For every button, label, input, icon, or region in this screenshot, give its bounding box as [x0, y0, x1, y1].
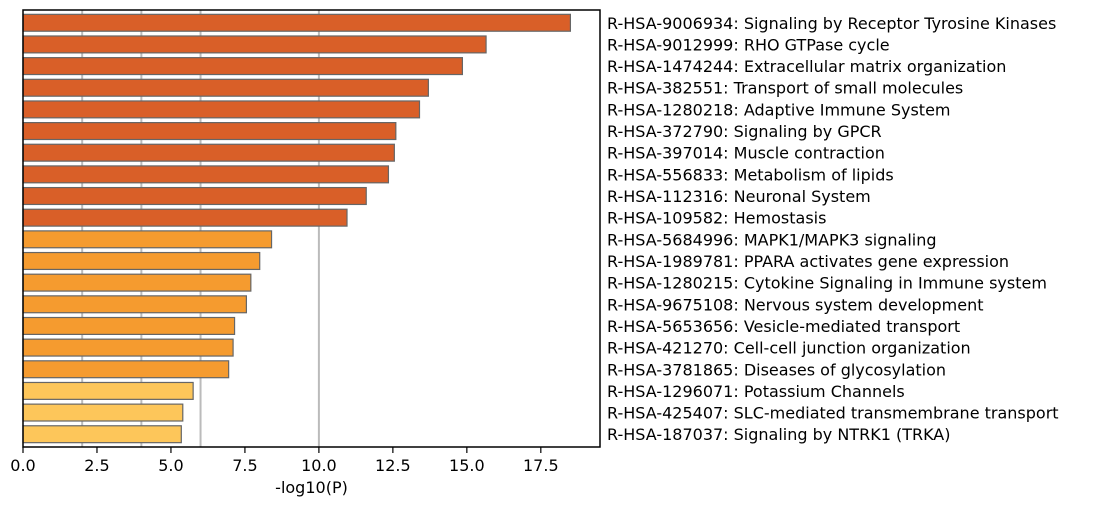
bar — [22, 57, 464, 76]
category-label: R-HSA-425407: SLC-mediated transmembrane… — [607, 404, 1059, 423]
category-labels: R-HSA-9006934: Signaling by Receptor Tyr… — [607, 14, 1059, 444]
bar — [22, 360, 230, 379]
x-tick-label: 12.5 — [375, 456, 411, 475]
category-label: R-HSA-9006934: Signaling by Receptor Tyr… — [607, 14, 1056, 33]
bars — [22, 13, 572, 444]
bar — [22, 100, 421, 119]
category-label: R-HSA-5684996: MAPK1/MAPK3 signaling — [607, 230, 937, 249]
bar — [22, 13, 572, 32]
category-label: R-HSA-556833: Metabolism of lipids — [607, 165, 894, 184]
category-label: R-HSA-1280215: Cytokine Signaling in Imm… — [607, 274, 1047, 293]
x-tick-label: 2.5 — [84, 456, 109, 475]
bar — [22, 122, 397, 141]
bar — [22, 403, 184, 422]
bar — [22, 230, 273, 249]
bar — [22, 143, 395, 162]
bar — [22, 208, 348, 227]
category-label: R-HSA-1280218: Adaptive Immune System — [607, 100, 951, 119]
category-label: R-HSA-5653656: Vesicle-mediated transpor… — [607, 317, 960, 336]
category-label: R-HSA-9675108: Nervous system developmen… — [607, 295, 984, 314]
plot-frame — [22, 9, 601, 448]
bar — [22, 78, 429, 97]
x-tick-label: 15.0 — [449, 456, 485, 475]
category-label: R-HSA-3781865: Diseases of glycosylation — [607, 360, 946, 379]
category-label: R-HSA-372790: Signaling by GPCR — [607, 122, 882, 141]
bar — [22, 273, 252, 292]
bar — [22, 381, 194, 400]
category-label: R-HSA-421270: Cell-cell junction organiz… — [607, 339, 971, 358]
bar — [22, 165, 390, 184]
category-label: R-HSA-112316: Neuronal System — [607, 187, 871, 206]
reference-lines — [81, 10, 320, 447]
category-label: R-HSA-187037: Signaling by NTRK1 (TRKA) — [607, 425, 950, 444]
axes — [22, 9, 601, 448]
category-label: R-HSA-397014: Muscle contraction — [607, 144, 885, 163]
category-label: R-HSA-9012999: RHO GTPase cycle — [607, 35, 890, 54]
x-tick-label: 7.5 — [232, 456, 257, 475]
x-tick-label: 10.0 — [301, 456, 337, 475]
category-label: R-HSA-1989781: PPARA activates gene expr… — [607, 252, 1009, 271]
category-label: R-HSA-109582: Hemostasis — [607, 209, 826, 228]
bar — [22, 338, 234, 357]
bar — [22, 251, 261, 271]
bar — [22, 425, 182, 444]
x-tick-label: 17.5 — [523, 456, 559, 475]
bar — [22, 316, 236, 335]
bar — [22, 35, 487, 54]
bar — [22, 186, 367, 206]
x-tick-label: 0.0 — [10, 456, 35, 475]
x-tick-label: 5.0 — [158, 456, 183, 475]
x-ticks: 0.0 2.5 5.0 7.5 10.0 12.5 15.0 17.5 — [10, 447, 559, 475]
category-label: R-HSA-1474244: Extracellular matrix orga… — [607, 57, 1006, 76]
bar — [22, 295, 248, 314]
category-label: R-HSA-1296071: Potassium Channels — [607, 382, 905, 401]
x-axis-title: -log10(P) — [275, 478, 348, 497]
category-label: R-HSA-382551: Transport of small molecul… — [607, 79, 963, 98]
